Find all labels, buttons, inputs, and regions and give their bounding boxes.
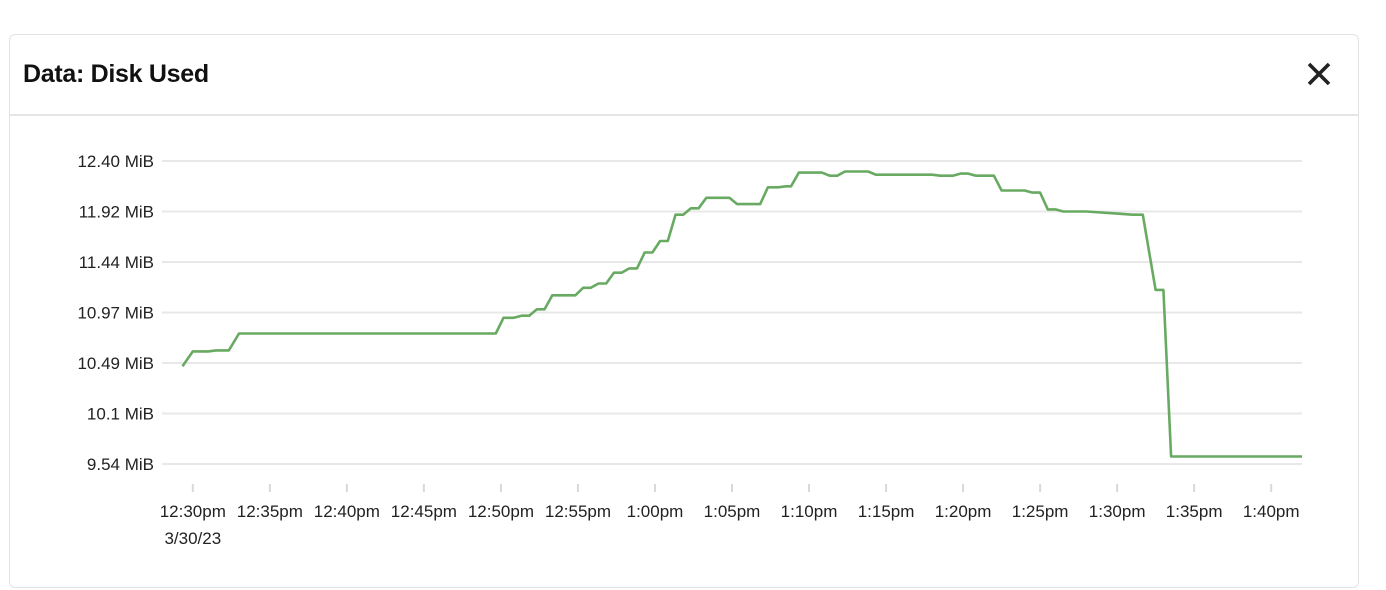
x-axis: 12:30pm 3/30/23 12:35pm 12:40pm 12:45pm 12:50… bbox=[160, 484, 1300, 548]
x-tick-label: 1:15pm bbox=[858, 502, 915, 521]
y-tick-label: 10.49 MiB bbox=[77, 354, 154, 373]
x-tick-label: 1:10pm bbox=[781, 502, 838, 521]
disk-used-series-line bbox=[181, 170, 1302, 458]
x-tick-label: 1:20pm bbox=[935, 502, 992, 521]
y-tick-label: 12.40 MiB bbox=[77, 152, 154, 171]
x-tick-label: 12:55pm bbox=[545, 502, 611, 521]
x-tick-label: 1:05pm bbox=[704, 502, 761, 521]
x-tick-label: 1:35pm bbox=[1166, 502, 1223, 521]
x-tick-label: 12:50pm bbox=[468, 502, 534, 521]
panel-header: Data: Disk Used bbox=[10, 35, 1358, 116]
y-tick-label: 10.97 MiB bbox=[77, 304, 154, 323]
y-tick-label: 11.44 MiB bbox=[79, 253, 154, 272]
series-layer bbox=[181, 170, 1302, 458]
x-tick-label: 12:35pm bbox=[237, 502, 303, 521]
y-tick-label: 11.92 MiB bbox=[79, 203, 154, 222]
chart-panel: Data: Disk Used bbox=[9, 34, 1359, 588]
close-icon[interactable] bbox=[1306, 61, 1332, 87]
y-tick-label: 10.1 MiB bbox=[87, 405, 154, 424]
grid-layer bbox=[162, 160, 1302, 465]
y-tick-label: 9.54 MiB bbox=[87, 455, 154, 474]
x-tick-date-label: 3/30/23 bbox=[164, 529, 221, 548]
panel-title: Data: Disk Used bbox=[23, 60, 209, 88]
x-tick-label: 1:25pm bbox=[1012, 502, 1069, 521]
x-tick-label: 1:00pm bbox=[627, 502, 684, 521]
x-tick-label: 1:30pm bbox=[1089, 502, 1146, 521]
x-tick-label: 12:45pm bbox=[391, 502, 457, 521]
x-tick-label: 12:40pm bbox=[314, 502, 380, 521]
y-axis: 9.54 MiB 10.1 MiB 10.49 MiB 10.97 MiB 11.44 … bbox=[77, 152, 154, 474]
x-tick-label: 1:40pm bbox=[1243, 502, 1300, 521]
x-tick-label: 12:30pm bbox=[160, 502, 226, 521]
